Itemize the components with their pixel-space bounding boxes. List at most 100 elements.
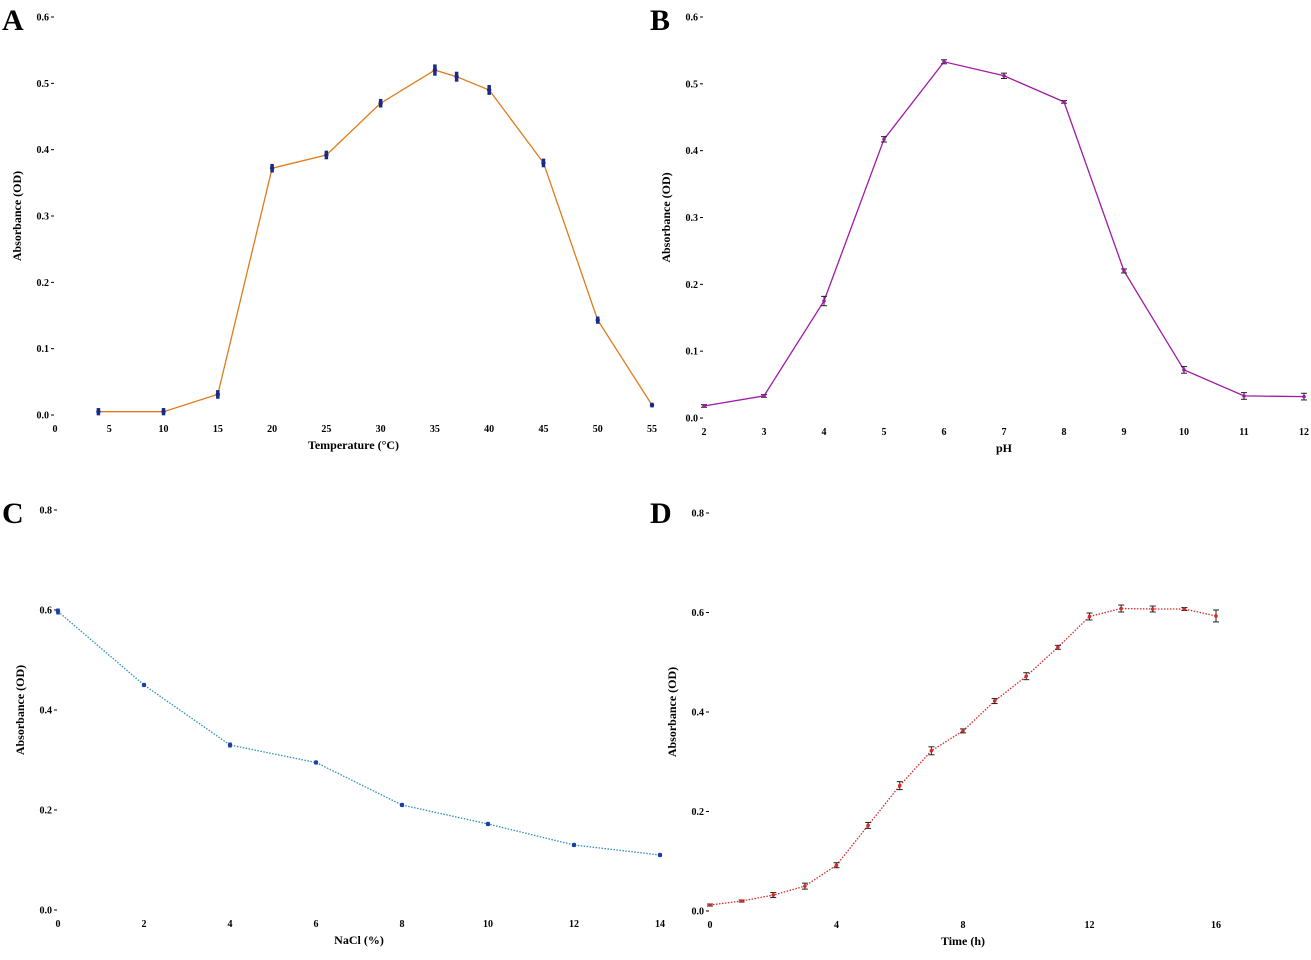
panel-a-data-point-3 <box>269 166 275 171</box>
panel-a-y-axis-title: Absorbance (OD) <box>10 171 24 261</box>
panel-a-data-point-11 <box>649 402 655 408</box>
panel-a-xtick-label-0: 0 <box>53 424 58 435</box>
panel-a-xtick-label-7: 35 <box>430 424 440 435</box>
panel-c-xtick-label-1: 2 <box>142 919 147 930</box>
panel-b-ytick-label-1: 0.1 <box>686 347 699 358</box>
panel-b-xtick-label-8: 10 <box>1179 427 1189 438</box>
panel-a-data-point-6 <box>432 67 438 73</box>
panel-d-data-point-9 <box>992 699 997 703</box>
panel-a-data-point-1 <box>161 409 166 414</box>
panel-a-xtick-label-2: 10 <box>159 424 169 435</box>
panel-d-ytick-label-0: 0.0 <box>692 907 705 918</box>
panel-b-xtick-label-9: 11 <box>1239 427 1248 438</box>
panel-c-xtick-label-3: 6 <box>314 919 319 930</box>
panel-a-data-point-8 <box>486 87 492 93</box>
panel-b-xtick-label-7: 9 <box>1122 427 1127 438</box>
panel-c-ytick-label-0: 0.0 <box>40 906 53 917</box>
panel-a-xtick-label-1: 5 <box>107 424 112 435</box>
panel-b-data-point-1 <box>762 394 766 398</box>
panel-a-data-point-2 <box>215 392 221 397</box>
panel-c-data-point-0 <box>55 609 61 614</box>
panel-d-data-point-11 <box>1056 645 1060 650</box>
panel-d: D 0.0 0.2 0.4 0.6 0.8 0 4 8 12 16 Time (h) Absorban… <box>650 497 1221 948</box>
panel-a-xtick-label-3: 15 <box>213 424 223 435</box>
panel-b-xtick-label-0: 2 <box>702 427 707 438</box>
panel-letter-a: A <box>2 4 24 37</box>
panel-a-xtick-label-6: 30 <box>376 424 386 435</box>
panel-b-data-point-6 <box>1062 100 1066 104</box>
panel-d-xtick-label-2: 8 <box>961 920 966 931</box>
panel-d-xtick-label-3: 12 <box>1085 920 1095 931</box>
panel-b-series-line <box>703 61 1305 407</box>
panel-a-data-point-4 <box>324 152 329 158</box>
panel-d-data-point-2 <box>771 893 776 897</box>
panel-c-data-point-4 <box>399 802 405 808</box>
panel-c-data-point-1 <box>141 682 147 688</box>
panel-b-y-axis-title: Absorbance (OD) <box>659 172 673 262</box>
panel-b-xtick-label-4: 6 <box>942 427 947 438</box>
panel-b-data-point-4 <box>942 59 946 64</box>
panel-a-xtick-label-11: 55 <box>647 424 657 435</box>
panel-letter-d: D <box>650 497 672 530</box>
panel-c-ytick-label-1: 0.2 <box>40 806 53 817</box>
panel-b-data-point-10 <box>1302 394 1306 399</box>
panel-c-xtick-label-6: 12 <box>569 919 579 930</box>
panel-b-data-point-7 <box>1122 269 1126 273</box>
panel-b-xtick-label-1: 3 <box>762 427 767 438</box>
panel-a-xtick-label-8: 40 <box>484 424 494 435</box>
panel-d-x-axis-title: Time (h) <box>941 934 985 948</box>
panel-a-data-point-10 <box>595 317 600 323</box>
panel-a-data-point-9 <box>541 160 546 166</box>
panel-b-xtick-label-6: 8 <box>1062 427 1067 438</box>
panel-d-series-line <box>709 607 1217 906</box>
panel-d-data-point-8 <box>961 729 965 733</box>
panel-c-xtick-label-2: 4 <box>228 919 233 930</box>
panel-b-xtick-label-3: 5 <box>882 427 887 438</box>
panel-a-xtick-label-9: 45 <box>538 424 548 435</box>
panel-a-data-point-5 <box>378 101 383 106</box>
panel-b-ytick-label-0: 0.0 <box>686 414 699 425</box>
panel-c-ytick-label-4: 0.8 <box>40 506 53 517</box>
panel-a-x-axis-title: Temperature (°C) <box>308 438 399 452</box>
panel-c-data-point-2 <box>227 742 233 748</box>
panel-c-xtick-label-7: 14 <box>655 919 665 930</box>
panel-c-y-axis-title: Absorbance (OD) <box>13 665 27 755</box>
panel-c-xtick-label-4: 8 <box>400 919 405 930</box>
panel-b-data-point-2 <box>822 299 826 303</box>
panel-b-ytick-label-2: 0.2 <box>686 280 699 291</box>
panel-a-ytick-label-1: 0.1 <box>37 344 50 355</box>
panel-b-data-point-9 <box>1242 394 1246 398</box>
panel-a-series-line <box>98 69 653 413</box>
panel-b-data-point-5 <box>1002 74 1006 78</box>
panel-a-xtick-label-5: 25 <box>321 424 331 435</box>
panel-c-xtick-label-0: 0 <box>56 919 61 930</box>
panel-d-data-point-6 <box>897 783 902 788</box>
panel-a-ytick-label-4: 0.4 <box>37 145 50 156</box>
panel-c-x-axis-title: NaCl (%) <box>334 933 384 947</box>
panel-a: A 0.0 0.1 0.2 0.3 0.4 0.5 0.6 0 5 10 15 20 25 30 35 40 4… <box>2 4 657 452</box>
panel-c-series-line <box>57 611 661 856</box>
panel-d-data-point-16 <box>1214 614 1218 618</box>
panel-d-data-point-4 <box>834 863 839 868</box>
panel-d-data-point-0 <box>708 903 712 907</box>
panel-d-data-point-7 <box>929 749 934 753</box>
panel-b: B 0.0 0.1 0.2 0.3 0.4 0.5 0.6 2 3 4 5 6 7 8 9 10 11 12 pH A… <box>650 4 1309 455</box>
panel-d-data-point-14 <box>1150 607 1155 611</box>
panel-b-data-point-3 <box>882 137 886 142</box>
panel-d-data-point-12 <box>1087 614 1092 619</box>
panel-b-xtick-label-5: 7 <box>1002 427 1007 438</box>
panel-c-xtick-label-5: 10 <box>483 919 493 930</box>
panel-d-xtick-label-1: 4 <box>834 920 839 931</box>
panel-d-data-point-5 <box>866 823 870 828</box>
panel-b-ytick-label-5: 0.5 <box>686 79 699 90</box>
panel-b-xtick-label-2: 4 <box>822 427 827 438</box>
panel-d-data-point-3 <box>803 884 807 888</box>
panel-b-xtick-label-10: 12 <box>1299 427 1309 438</box>
panel-a-ytick-label-0: 0.0 <box>37 411 50 422</box>
panel-d-ytick-label-4: 0.8 <box>692 509 705 520</box>
panel-c-ytick-label-2: 0.4 <box>40 706 53 717</box>
panel-a-ytick-label-2: 0.2 <box>37 278 50 289</box>
panel-a-data-point-7 <box>454 74 459 79</box>
panel-d-data-point-15 <box>1182 607 1187 611</box>
